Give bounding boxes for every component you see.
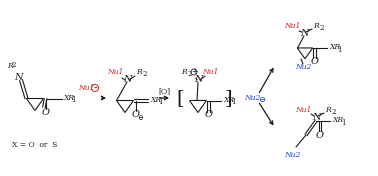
Text: XR: XR <box>330 43 341 51</box>
Text: [O]: [O] <box>158 87 170 95</box>
Text: 1: 1 <box>341 119 345 127</box>
Text: ]: ] <box>224 89 232 107</box>
Text: 1: 1 <box>231 99 236 106</box>
Text: +: + <box>191 67 197 76</box>
Text: XR: XR <box>64 93 74 102</box>
Text: N: N <box>300 30 308 39</box>
Text: R: R <box>325 106 331 114</box>
Text: N: N <box>312 112 320 121</box>
Text: R: R <box>181 68 187 76</box>
Text: O: O <box>132 110 139 119</box>
Text: Nu2: Nu2 <box>284 151 300 159</box>
Text: [: [ <box>176 89 184 107</box>
Text: R: R <box>313 22 319 30</box>
Text: -: - <box>93 83 97 93</box>
Text: XR: XR <box>150 96 162 103</box>
Text: O: O <box>204 110 212 119</box>
Text: ⊖: ⊖ <box>138 114 143 121</box>
Text: XR: XR <box>223 96 235 103</box>
Text: O: O <box>42 108 50 117</box>
Text: R: R <box>136 68 142 76</box>
Text: Nu1: Nu1 <box>295 106 311 114</box>
Text: Nu2: Nu2 <box>295 63 311 71</box>
Text: N: N <box>123 76 131 84</box>
Text: 2: 2 <box>188 70 192 78</box>
Text: 2: 2 <box>143 70 147 78</box>
Text: 1: 1 <box>338 46 342 54</box>
Text: 1: 1 <box>158 99 163 106</box>
Text: Nu2: Nu2 <box>244 94 260 102</box>
Text: 1: 1 <box>71 96 76 105</box>
Text: Nu1: Nu1 <box>107 68 123 76</box>
Text: 2: 2 <box>320 24 324 32</box>
Text: N: N <box>14 74 22 83</box>
Text: O: O <box>310 56 319 65</box>
Text: N: N <box>194 76 202 84</box>
Text: 2: 2 <box>332 108 336 116</box>
Text: ⊖: ⊖ <box>259 96 265 104</box>
Text: X = O  or  S: X = O or S <box>12 141 58 149</box>
Text: O: O <box>316 130 324 140</box>
Text: Nu1: Nu1 <box>284 22 300 30</box>
Text: 2: 2 <box>12 61 16 69</box>
Text: Nu1: Nu1 <box>78 84 94 92</box>
Text: XR: XR <box>333 116 344 124</box>
Text: R: R <box>7 62 13 70</box>
Text: Nu1: Nu1 <box>202 68 218 76</box>
